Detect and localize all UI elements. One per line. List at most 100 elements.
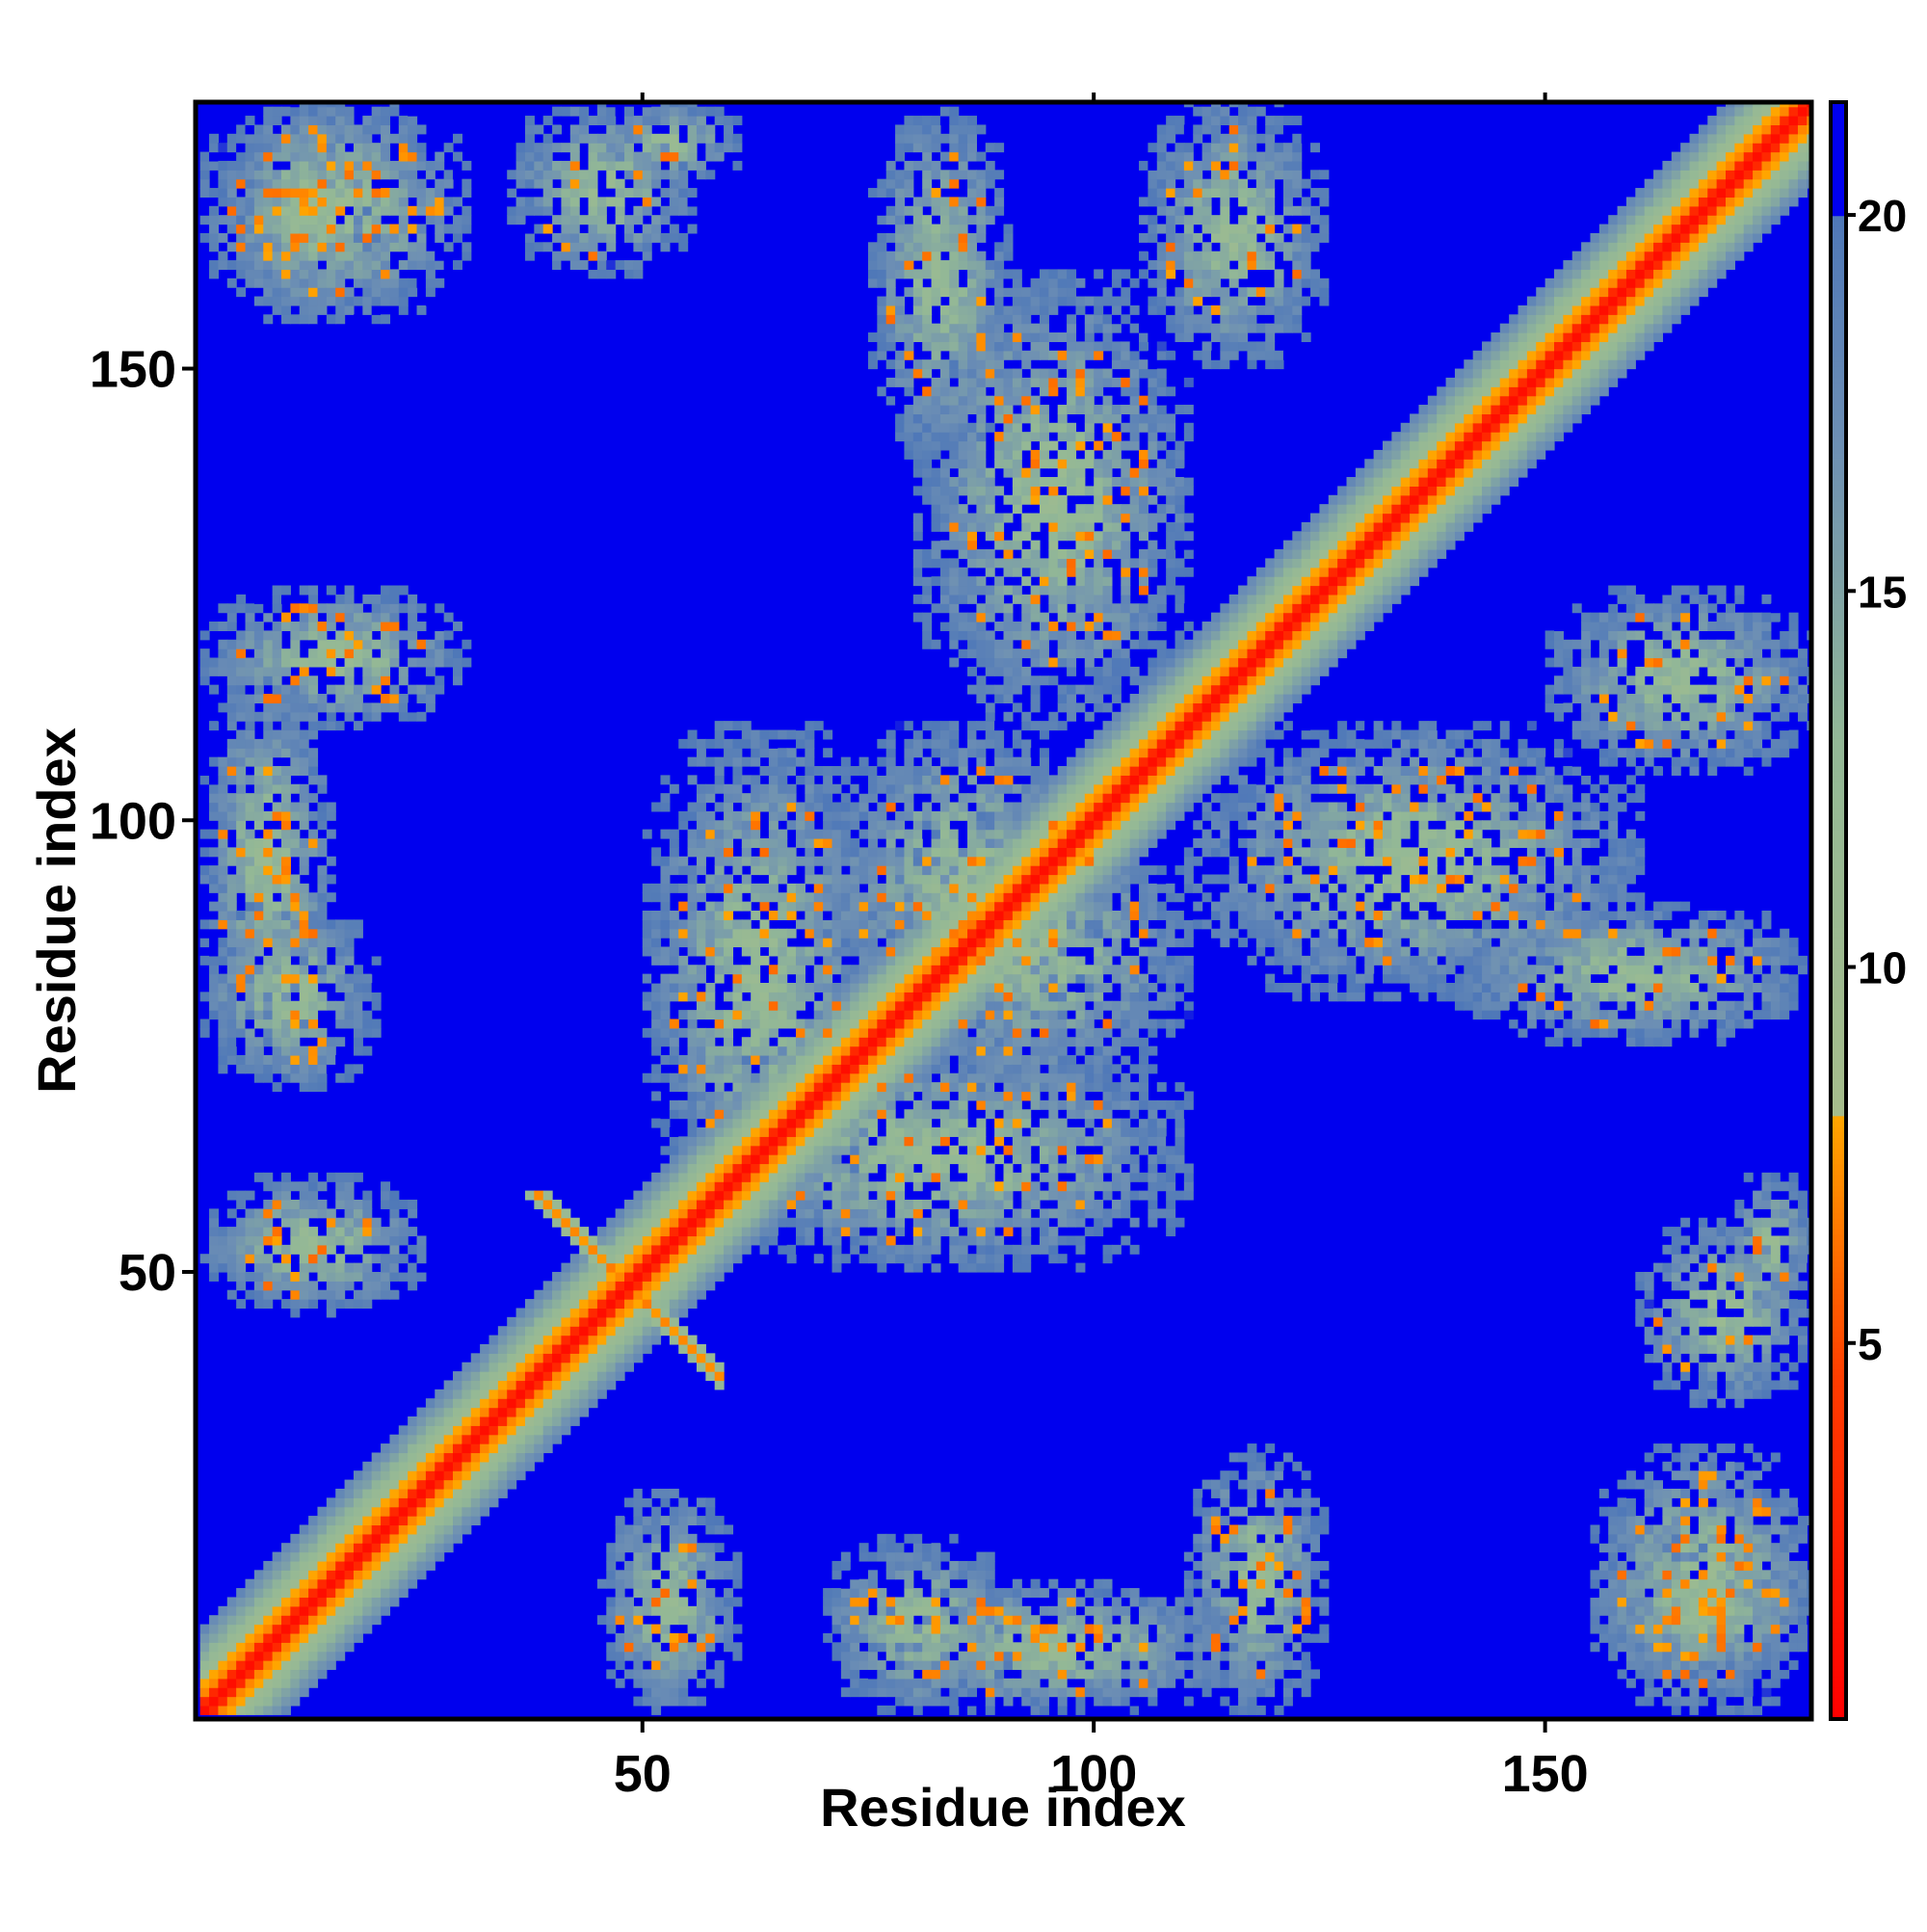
- heatmap-cell: [524, 1434, 535, 1444]
- heatmap-cell: [660, 1551, 671, 1562]
- heatmap-cell: [642, 160, 652, 171]
- heatmap-cell: [253, 938, 264, 948]
- heatmap-cell: [226, 205, 237, 216]
- heatmap-cell: [552, 1326, 563, 1337]
- heatmap-cell: [741, 1000, 752, 1011]
- heatmap-cell: [281, 657, 291, 668]
- heatmap-cell: [317, 1054, 328, 1065]
- heatmap-cell: [362, 622, 373, 631]
- heatmap-cell: [778, 874, 788, 885]
- heatmap-cell: [272, 802, 282, 812]
- heatmap-cell: [389, 1560, 400, 1571]
- heatmap-cell: [236, 1217, 247, 1228]
- heatmap-cell: [778, 928, 788, 939]
- heatmap-cell: [263, 694, 274, 703]
- heatmap-cell: [308, 1181, 319, 1192]
- heatmap-cell: [443, 1470, 454, 1481]
- heatmap-cell: [840, 1208, 851, 1219]
- heatmap-cell: [904, 124, 914, 135]
- heatmap-cell: [813, 946, 824, 957]
- heatmap-cell: [768, 1244, 779, 1255]
- heatmap-cell: [344, 1019, 355, 1029]
- heatmap-cell: [840, 1010, 851, 1020]
- heatmap-cell: [272, 775, 282, 785]
- heatmap-cell: [263, 1696, 274, 1707]
- heatmap-cell: [912, 215, 923, 225]
- heatmap-cell: [263, 766, 274, 776]
- heatmap-cell: [326, 1054, 336, 1065]
- heatmap-cell: [335, 188, 346, 198]
- heatmap-cell: [308, 278, 319, 288]
- heatmap-cell: [335, 1588, 346, 1599]
- heatmap-cell: [669, 151, 679, 162]
- heatmap-cell: [371, 1570, 382, 1580]
- heatmap-cell: [290, 1570, 301, 1580]
- heatmap-cell: [778, 1154, 788, 1165]
- heatmap-cell: [308, 630, 319, 641]
- heatmap-cell: [218, 1642, 228, 1653]
- heatmap-cell: [416, 1497, 427, 1508]
- heatmap-cell: [642, 1560, 652, 1571]
- heatmap-cell: [796, 1181, 805, 1192]
- heatmap-cell: [209, 1244, 220, 1255]
- heatmap-cell: [904, 260, 914, 271]
- heatmap-cell: [199, 928, 210, 939]
- heatmap-cell: [524, 232, 535, 243]
- heatmap-cell: [389, 188, 400, 198]
- heatmap-cell: [226, 1678, 237, 1688]
- heatmap-cell: [705, 1624, 716, 1634]
- heatmap-cell: [515, 1362, 526, 1372]
- heatmap-cell: [290, 810, 301, 821]
- heatmap-cell: [552, 1316, 563, 1327]
- heatmap-cell: [904, 350, 914, 360]
- heatmap-cell: [660, 1624, 671, 1634]
- heatmap-cell: [642, 911, 652, 920]
- heatmap-cell: [714, 1181, 725, 1192]
- heatmap-cell: [326, 1551, 336, 1562]
- heatmap-cell: [823, 938, 833, 948]
- heatmap-cell: [335, 1497, 346, 1508]
- heatmap-cell: [272, 965, 282, 975]
- heatmap-cell: [696, 928, 706, 939]
- heatmap-cell: [561, 1217, 571, 1228]
- heatmap-cell: [768, 775, 779, 785]
- heatmap-cell: [353, 1488, 363, 1498]
- heatmap-cell: [651, 1705, 662, 1715]
- heatmap-cell: [416, 1506, 427, 1517]
- heatmap-cell: [912, 1072, 923, 1083]
- heatmap-cell: [858, 865, 869, 876]
- heatmap-cell: [236, 133, 247, 144]
- heatmap-cell: [796, 1054, 805, 1065]
- heatmap-cell: [696, 1190, 706, 1201]
- heatmap-cell: [877, 973, 887, 984]
- heatmap-cell: [642, 1335, 652, 1345]
- heatmap-cell: [796, 721, 805, 731]
- heatmap-cell: [714, 1254, 725, 1264]
- heatmap-cell: [759, 1136, 770, 1147]
- heatmap-cell: [299, 783, 309, 794]
- heatmap-cell: [615, 1678, 625, 1688]
- heatmap-cell: [877, 1669, 887, 1680]
- heatmap-cell: [651, 1281, 662, 1291]
- heatmap-cell: [633, 170, 644, 180]
- heatmap-cell: [596, 1299, 607, 1310]
- heatmap-cell: [218, 938, 228, 948]
- heatmap-cell: [389, 1479, 400, 1490]
- heatmap-cell: [353, 1244, 363, 1255]
- heatmap-cell: [218, 1605, 228, 1616]
- heatmap-cell: [561, 1289, 571, 1300]
- heatmap-cell: [272, 874, 282, 885]
- heatmap-cell: [299, 102, 309, 108]
- heatmap-cell: [253, 1037, 264, 1047]
- heatmap-cell: [236, 603, 247, 614]
- heatmap-cell: [480, 1434, 490, 1444]
- heatmap-cell: [416, 188, 427, 198]
- heatmap-cell: [524, 1398, 535, 1409]
- heatmap-cell: [398, 260, 409, 271]
- heatmap-cell: [805, 892, 815, 903]
- heatmap-cell: [751, 1217, 761, 1228]
- heatmap-cell: [524, 1407, 535, 1417]
- heatmap-cell: [381, 242, 391, 252]
- heatmap-cell: [335, 694, 346, 703]
- heatmap-cell: [606, 1316, 617, 1327]
